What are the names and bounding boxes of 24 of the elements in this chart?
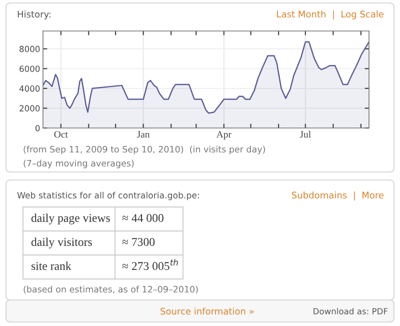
text: Download as: PDF xyxy=(314,308,388,314)
text: (7–day moving averages) xyxy=(24,160,134,168)
y-tick-label: 6000 xyxy=(20,66,40,72)
chart-title: History: xyxy=(18,10,50,20)
y-tick-label: 4000 xyxy=(19,85,40,92)
text: Last Month | Log Scale xyxy=(277,10,384,20)
text: ≈ 273 005$^{th}$ xyxy=(122,259,178,270)
text: (based on estimates, as of 12–09–2010) xyxy=(24,286,198,294)
text: (from Sep 11, 2009 to Sep 10, 2010) (in visits per day) xyxy=(24,146,265,154)
x-tick-label: Apr xyxy=(216,131,232,140)
text: ≈ 7300 xyxy=(122,238,155,246)
source-note: Source information » xyxy=(160,308,254,315)
text: ≈ 44 000 xyxy=(122,214,164,222)
y-tick-label: 8000 xyxy=(20,46,40,52)
category-label: daily visitors xyxy=(31,238,92,248)
category-label: site rank xyxy=(31,262,72,270)
text: Web statistics for all of contraloria.gob.pe: xyxy=(17,192,199,200)
x-tick-label: Oct xyxy=(54,131,68,138)
y-tick-label: 0 xyxy=(35,124,40,132)
x-tick-label: Jan xyxy=(137,131,150,138)
y-tick-label: 2000 xyxy=(20,105,40,112)
category-label: daily page views xyxy=(31,214,110,224)
text: Subdomains | More xyxy=(292,191,384,201)
x-tick-label: Jul xyxy=(300,130,311,138)
